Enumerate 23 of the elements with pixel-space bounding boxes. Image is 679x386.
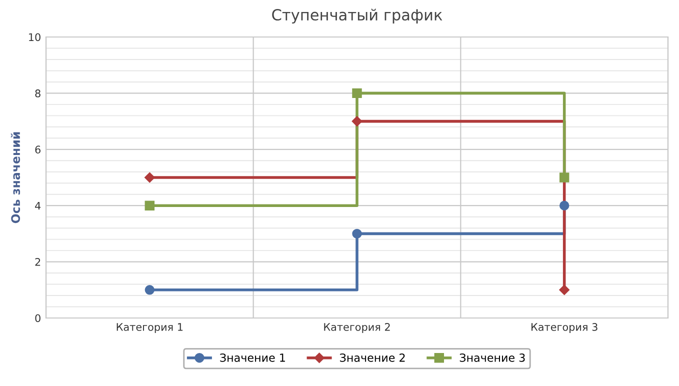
- point: [352, 116, 362, 126]
- x-tick-label: Категория 2: [324, 323, 390, 333]
- y-tick-label: 2: [35, 258, 40, 266]
- point: [352, 88, 362, 98]
- y-tick-label: 4: [35, 202, 41, 210]
- point: [144, 172, 155, 183]
- point: [559, 284, 570, 296]
- point: [559, 172, 570, 182]
- legend-label: Значение 3: [460, 353, 525, 362]
- y-tick-label: 0: [35, 314, 40, 322]
- y-tick-label: 8: [35, 89, 40, 98]
- point: [144, 285, 155, 295]
- point: [144, 200, 155, 210]
- chart-title: Ступенчатый график: [272, 8, 442, 24]
- legend-label: Значение 2: [340, 353, 405, 362]
- point: [352, 228, 362, 239]
- x-tick-label: Категория 3: [532, 323, 598, 333]
- y-tick-label: 6: [35, 146, 40, 154]
- y-tick-label: 10: [29, 33, 40, 42]
- x-tick-label: Категория 1: [116, 323, 183, 333]
- legend-label: Значение 1: [220, 353, 285, 362]
- point: [559, 200, 570, 210]
- y-axis-title: Ось значений: [10, 132, 20, 224]
